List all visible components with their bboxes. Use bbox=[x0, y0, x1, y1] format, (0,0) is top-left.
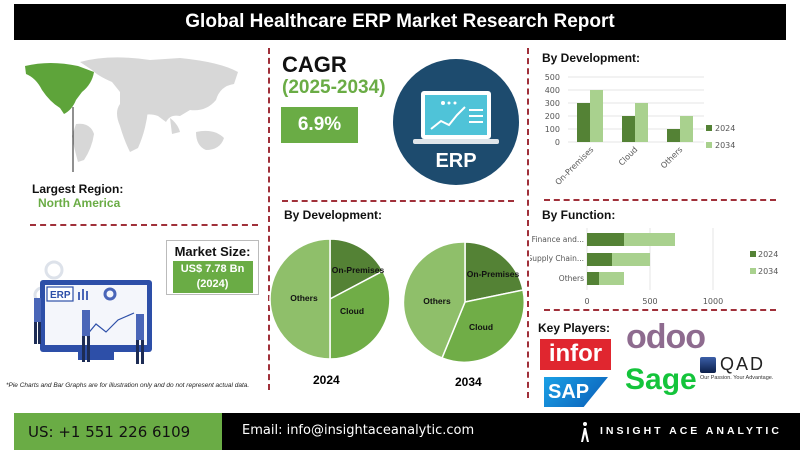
footer-phone: US: +1 551 226 6109 bbox=[14, 413, 222, 450]
bar-dev-title: By Development: bbox=[542, 51, 641, 65]
svg-text:500: 500 bbox=[642, 297, 657, 306]
pie-year-2024: 2024 bbox=[313, 373, 340, 387]
erp-badge-text: ERP bbox=[435, 150, 476, 172]
svg-text:400: 400 bbox=[545, 86, 560, 95]
svg-text:300: 300 bbox=[545, 99, 560, 108]
market-size-box: Market Size: US$ 7.78 Bn (2024) bbox=[166, 240, 259, 295]
svg-text:Cloud: Cloud bbox=[617, 145, 640, 168]
north-america-highlight bbox=[25, 63, 94, 114]
svg-text:2034: 2034 bbox=[715, 141, 735, 150]
illustration-erp-text: ERP bbox=[50, 290, 71, 301]
qad-logo: QAD bbox=[720, 354, 766, 374]
cagr-label: CAGR bbox=[282, 52, 347, 77]
footer-bar: Email: info@insightaceanalytic.com INSIG… bbox=[222, 413, 800, 450]
svg-text:2034: 2034 bbox=[758, 267, 778, 276]
report-title: Global Healthcare ERP Market Research Re… bbox=[14, 4, 786, 40]
market-size-amount: US$ 7.78 Bn bbox=[180, 263, 245, 275]
svg-text:On-Premises: On-Premises bbox=[467, 269, 520, 279]
svg-text:On-Premises: On-Premises bbox=[554, 145, 596, 187]
qad-logo-mark bbox=[700, 357, 716, 373]
world-map bbox=[25, 57, 238, 172]
svg-text:Supply Chain...: Supply Chain... bbox=[530, 254, 584, 263]
svg-text:On-Premises: On-Premises bbox=[332, 265, 385, 275]
infor-logo: infor bbox=[540, 339, 611, 370]
svg-text:Others: Others bbox=[290, 293, 318, 303]
pie-2024: On-Premises Cloud Others bbox=[269, 238, 391, 360]
pie-year-2034: 2034 bbox=[455, 375, 482, 389]
market-size-year: (2024) bbox=[196, 278, 229, 290]
sap-logo: SAP bbox=[544, 377, 608, 407]
key-players-title: Key Players: bbox=[538, 321, 611, 335]
footer-brand: INSIGHT ACE ANALYTIC bbox=[600, 425, 782, 437]
svg-text:Others: Others bbox=[659, 145, 684, 170]
odoo-logo: odoo bbox=[626, 318, 706, 356]
svg-text:2024: 2024 bbox=[758, 250, 778, 259]
divider-right-h2 bbox=[544, 309, 776, 311]
divider-left bbox=[268, 48, 270, 390]
svg-text:500: 500 bbox=[545, 73, 560, 82]
divider-right-h1 bbox=[544, 199, 776, 201]
svg-text:1000: 1000 bbox=[703, 297, 723, 306]
erp-badge: ERP bbox=[393, 59, 519, 185]
laptop-chart-icon: ERP bbox=[413, 91, 499, 172]
bar-chart-function: Finance and... Supply Chain... Others 0 500… bbox=[530, 228, 778, 306]
market-size-value: US$ 7.78 Bn (2024) bbox=[172, 261, 253, 293]
market-size-label: Market Size: bbox=[174, 244, 251, 259]
sage-logo: Sage bbox=[625, 363, 697, 396]
bar-chart-development: 500 400 300 200 100 0 On-Premises Cloud Othe… bbox=[545, 73, 736, 187]
divider-mid-h bbox=[282, 200, 514, 202]
svg-text:Others: Others bbox=[423, 296, 451, 306]
footnote: *Pie Charts and Bar Graphs are for illus… bbox=[6, 382, 250, 389]
brand-logo-icon bbox=[581, 422, 589, 442]
pie-section-title: By Development: bbox=[284, 208, 383, 222]
divider-left-h bbox=[30, 224, 258, 226]
divider-right bbox=[527, 48, 529, 398]
svg-text:Cloud: Cloud bbox=[340, 306, 364, 316]
svg-text:Others: Others bbox=[559, 274, 584, 283]
largest-region-label: Largest Region: bbox=[32, 182, 124, 196]
erp-illustration: ERP bbox=[33, 260, 152, 364]
cagr-value: 6.9% bbox=[281, 107, 358, 143]
bar-func-title: By Function: bbox=[542, 208, 616, 222]
svg-text:Cloud: Cloud bbox=[469, 322, 493, 332]
svg-text:0: 0 bbox=[555, 138, 560, 147]
largest-region-value: North America bbox=[38, 196, 121, 210]
footer-email: Email: info@insightaceanalytic.com bbox=[242, 423, 475, 438]
svg-text:Finance and...: Finance and... bbox=[532, 235, 584, 244]
pie-2034: On-Premises Cloud Others bbox=[402, 241, 526, 364]
svg-text:0: 0 bbox=[584, 297, 589, 306]
pie-charts: On-Premises Cloud Others On-Premises Clo… bbox=[269, 238, 526, 364]
svg-text:100: 100 bbox=[545, 125, 560, 134]
qad-tagline: Our Passion. Your Advantage. bbox=[700, 375, 774, 381]
cagr-years: (2025-2034) bbox=[282, 77, 386, 98]
svg-text:200: 200 bbox=[545, 112, 560, 121]
svg-text:2024: 2024 bbox=[715, 124, 735, 133]
